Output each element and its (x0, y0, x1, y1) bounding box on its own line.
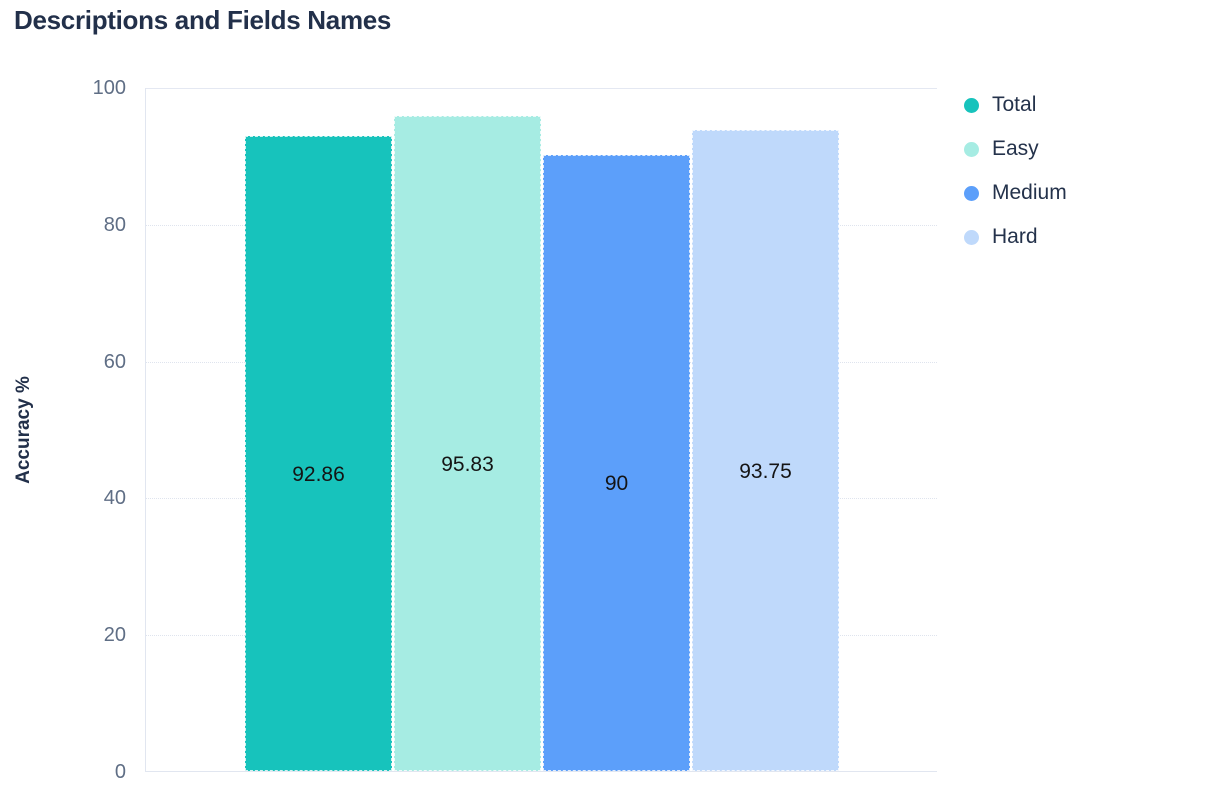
bar-total[interactable]: 92.86 (245, 135, 392, 771)
chart-legend: Total Easy Medium Hard (964, 92, 1067, 250)
y-tick-label-40: 40 (103, 487, 126, 510)
bar-value-label-hard: 93.75 (739, 459, 792, 483)
y-tick-label-0: 0 (114, 761, 126, 783)
bar-medium[interactable]: 90 (543, 155, 690, 771)
chart-title: Descriptions and Fields Names (14, 5, 392, 35)
gridline-20 (146, 635, 937, 637)
bar-hard[interactable]: 93.75 (692, 129, 839, 771)
legend-label: Medium (992, 181, 1067, 204)
legend-item-hard[interactable]: Hard (964, 224, 1067, 250)
legend-dot-icon (964, 185, 979, 201)
legend-item-total[interactable]: Total (964, 92, 1067, 118)
gridline-40 (146, 498, 937, 500)
bar-easy[interactable]: 95.83 (394, 115, 541, 771)
bar-value-label-medium: 90 (604, 471, 629, 495)
legend-label: Total (992, 93, 1037, 116)
legend-dot-icon (964, 141, 979, 157)
bar-value-label-total: 92.86 (292, 462, 345, 486)
legend-item-easy[interactable]: Easy (964, 136, 1067, 162)
y-tick-label-100: 100 (92, 77, 126, 99)
gridline-60 (146, 361, 937, 363)
y-axis-label: Accuracy % (13, 376, 34, 484)
legend-label: Easy (992, 137, 1039, 160)
plot-area: 92.86 95.83 90 93.75 (145, 88, 937, 772)
legend-item-medium[interactable]: Medium (964, 180, 1067, 206)
legend-dot-icon (964, 97, 979, 113)
bar-value-label-easy: 95.83 (441, 453, 494, 477)
y-tick-label-20: 20 (103, 624, 126, 647)
gridline-100 (146, 88, 937, 89)
y-tick-label-60: 60 (103, 350, 126, 373)
legend-label: Hard (992, 225, 1038, 248)
gridline-80 (146, 224, 937, 226)
y-tick-label-80: 80 (103, 213, 126, 236)
legend-dot-icon (964, 229, 979, 245)
